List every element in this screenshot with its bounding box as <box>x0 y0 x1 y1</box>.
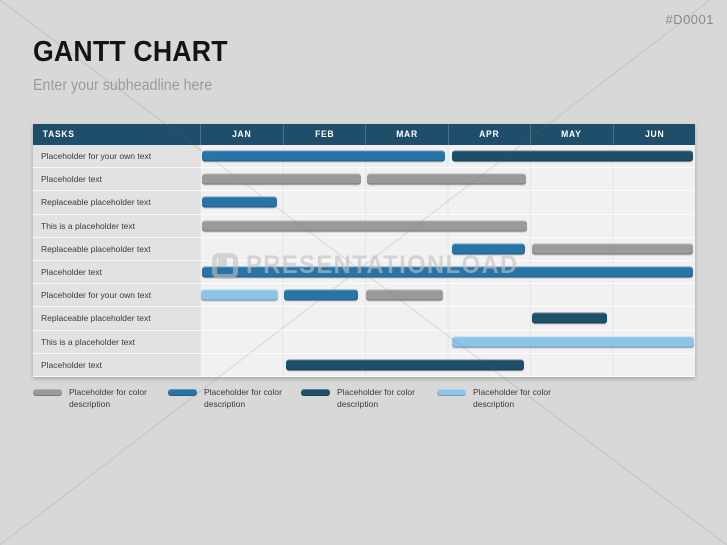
gantt-row: Placeholder text <box>33 260 695 285</box>
legend-swatch-blue <box>168 389 197 396</box>
task-label: Placeholder for your own text <box>33 284 200 308</box>
document-code: #D0001 <box>665 12 714 27</box>
gantt-bar-gray <box>365 289 443 301</box>
task-label: Placeholder text <box>33 353 200 377</box>
task-timeline <box>200 307 695 331</box>
legend-label: Placeholder for color description <box>204 387 282 410</box>
gantt-bar-blue <box>284 289 358 301</box>
gantt-bar-blue <box>201 266 694 278</box>
legend-swatch-dark <box>301 389 330 396</box>
gantt-bar-blue <box>451 243 526 255</box>
task-timeline <box>200 353 695 377</box>
task-timeline <box>200 191 695 215</box>
task-label: Placeholder for your own text <box>33 145 200 169</box>
column-header-month: JAN <box>200 124 283 145</box>
page-subtitle: Enter your subheadline here <box>33 77 213 94</box>
page-title: GANTT CHART <box>33 36 228 68</box>
gantt-bar-gray <box>532 243 694 255</box>
column-header-month: MAY <box>530 124 613 145</box>
task-timeline <box>200 330 695 354</box>
gantt-row: Replaceable placeholder text <box>33 191 695 215</box>
legend-item-blue: Placeholder for color description <box>168 386 286 411</box>
gantt-bar-gray <box>367 173 526 185</box>
gantt-bar-gray <box>201 220 527 232</box>
chart-legend: Placeholder for color description Placeho… <box>33 386 695 416</box>
column-header-month: FEB <box>282 124 366 145</box>
gantt-row: This is a placeholder text <box>33 330 695 354</box>
gantt-bar-blue <box>201 150 446 162</box>
gantt-row: This is a placeholder text <box>33 214 695 238</box>
gantt-body: Placeholder for your own text Placeholder… <box>33 145 695 377</box>
column-header-month: APR <box>447 124 531 145</box>
legend-item-gray: Placeholder for color description <box>33 386 151 411</box>
task-timeline <box>200 145 695 169</box>
legend-item-light: Placeholder for color description <box>437 386 555 411</box>
gantt-row: Placeholder text <box>33 353 695 377</box>
gantt-bar-light <box>451 336 695 348</box>
task-label: This is a placeholder text <box>33 330 200 354</box>
task-label: Replaceable placeholder text <box>33 237 200 261</box>
gantt-row: Replaceable placeholder text <box>33 307 695 331</box>
task-timeline <box>200 284 695 308</box>
task-label: Placeholder text <box>33 260 200 285</box>
column-header-month: MAR <box>365 124 448 145</box>
legend-item-dark: Placeholder for color description <box>301 386 419 411</box>
column-header-tasks: TASKS <box>42 129 75 140</box>
gantt-bar-dark <box>532 312 607 324</box>
gantt-bar-gray <box>201 173 361 185</box>
task-timeline <box>200 168 695 192</box>
gantt-bar-light <box>200 289 279 301</box>
gantt-row: Placeholder for your own text <box>33 145 695 169</box>
gantt-row: Replaceable placeholder text <box>33 237 695 261</box>
gantt-header-row: TASKS JAN FEB MAR APR MAY JUN <box>33 124 695 145</box>
task-label: Placeholder text <box>33 168 200 192</box>
legend-swatch-light <box>437 389 466 396</box>
gantt-row: Placeholder for your own text <box>33 284 695 308</box>
task-label: This is a placeholder text <box>33 214 200 238</box>
task-timeline <box>200 214 695 238</box>
task-timeline <box>200 237 695 261</box>
gantt-row: Placeholder text <box>33 168 695 192</box>
gantt-bar-dark <box>285 359 525 371</box>
gantt-chart-table: TASKS JAN FEB MAR APR MAY JUN Placeholder for… <box>33 124 695 377</box>
task-label: Replaceable placeholder text <box>33 307 200 331</box>
legend-label: Placeholder for color description <box>473 387 551 410</box>
task-label: Replaceable placeholder text <box>33 191 200 215</box>
task-timeline <box>200 260 695 285</box>
gantt-bar-blue <box>201 196 277 208</box>
legend-label: Placeholder for color description <box>337 387 415 410</box>
legend-label: Placeholder for color description <box>69 387 147 410</box>
gantt-bar-dark <box>451 150 694 162</box>
legend-swatch-gray <box>33 389 62 396</box>
column-header-month: JUN <box>612 124 696 145</box>
